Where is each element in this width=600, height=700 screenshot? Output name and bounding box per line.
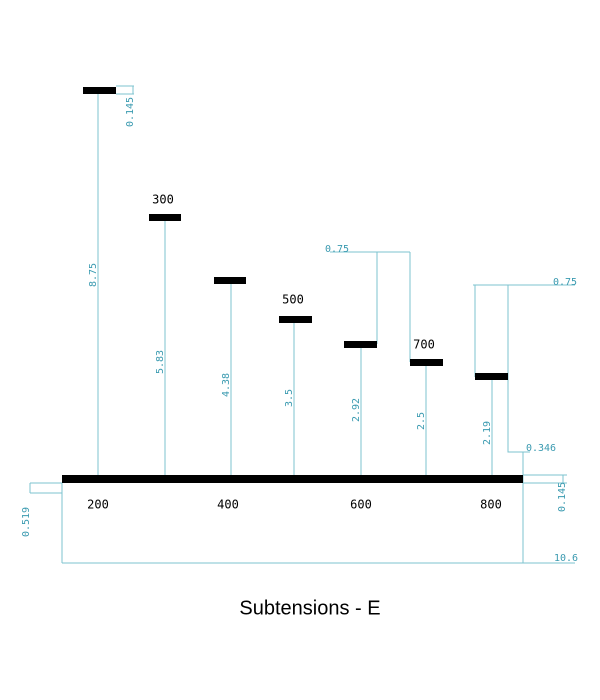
height-label: 2.5 <box>416 412 427 430</box>
height-label: 2.92 <box>351 398 362 422</box>
dimension-label: 10.6 <box>554 553 578 564</box>
height-label: 4.38 <box>221 373 232 397</box>
dimension-label: 0.145 <box>125 97 136 127</box>
dimension-label: 0.346 <box>526 443 556 454</box>
axis-label: 800 <box>480 498 502 512</box>
height-label: 5.83 <box>155 350 166 374</box>
height-label: 3.5 <box>284 389 295 407</box>
dimension-label: 0.145 <box>557 482 568 512</box>
axis-label: 600 <box>350 498 372 512</box>
axis-label: 200 <box>87 498 109 512</box>
title: Subtensions - E <box>239 597 380 619</box>
bar-label: 300 <box>152 193 174 207</box>
dimension-label: 0.75 <box>553 277 577 288</box>
dimension-label: 0.75 <box>325 244 349 255</box>
reticle-bars <box>62 87 523 483</box>
axis-label: 400 <box>217 498 239 512</box>
dimension-lines <box>29 85 575 564</box>
height-label: 2.19 <box>482 421 493 445</box>
height-label: 8.75 <box>88 263 99 287</box>
dimension-label: 0.519 <box>21 507 32 537</box>
bar-label: 700 <box>413 338 435 352</box>
bar-label: 500 <box>282 293 304 307</box>
